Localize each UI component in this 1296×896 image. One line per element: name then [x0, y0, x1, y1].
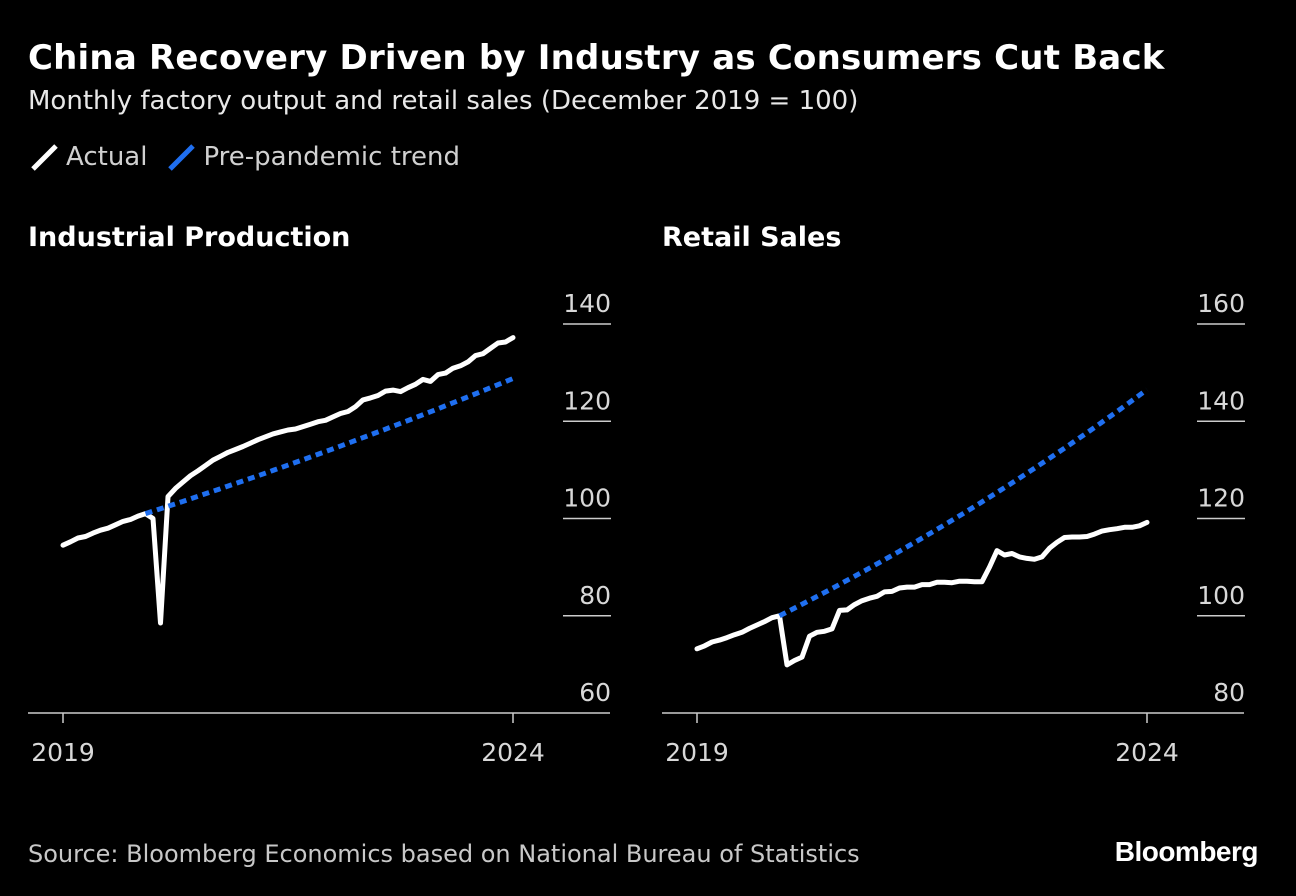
legend-label-trend: Pre-pandemic trend [203, 142, 460, 172]
legend-label-actual: Actual [66, 142, 148, 172]
legend-item-actual: Actual [28, 140, 147, 174]
y-tick-label: 100 [563, 484, 611, 513]
panel-title-retail-sales: Retail Sales [662, 222, 842, 253]
y-tick-label: 140 [1197, 386, 1245, 415]
y-tick-label: 140 [563, 289, 611, 318]
y-tick-label: 80 [579, 581, 611, 610]
y-tick-label: 120 [1197, 484, 1245, 513]
series-line-pre-pandemic-trend [144, 376, 514, 516]
legend-swatch-trend [168, 144, 196, 171]
y-tick-label: 160 [1197, 289, 1245, 318]
y-tick-label: 80 [1213, 678, 1245, 707]
x-tick-label: 2024 [481, 738, 545, 767]
panel-title-industrial-production: Industrial Production [28, 222, 351, 253]
series-line-pre-pandemic-trend [778, 387, 1149, 619]
bloomberg-logo: Bloomberg [1114, 836, 1259, 867]
legend-item-trend: Pre-pandemic trend [165, 140, 460, 174]
legend: Actual Pre-pandemic trend [28, 140, 478, 174]
x-tick-label: 2019 [665, 738, 729, 767]
series-line-actual [694, 519, 1150, 668]
chart-subtitle: Monthly factory output and retail sales … [28, 86, 859, 116]
chart-title: China Recovery Driven by Industry as Con… [28, 38, 1165, 78]
source-note: Source: Bloomberg Economics based on Nat… [28, 840, 860, 868]
y-tick-label: 120 [563, 386, 611, 415]
legend-swatch-actual [31, 144, 58, 171]
chart-panel-industrial-production: 60 80 100 120 140 2019 2024 [28, 289, 611, 767]
series-line-actual [60, 335, 516, 626]
y-tick-label: 100 [1197, 581, 1245, 610]
chart-panel-retail-sales: 80 100 120 140 160 2019 2024 [662, 289, 1245, 767]
x-tick-label: 2024 [1115, 738, 1179, 767]
x-tick-label: 2019 [31, 738, 95, 767]
y-tick-label: 60 [579, 678, 611, 707]
